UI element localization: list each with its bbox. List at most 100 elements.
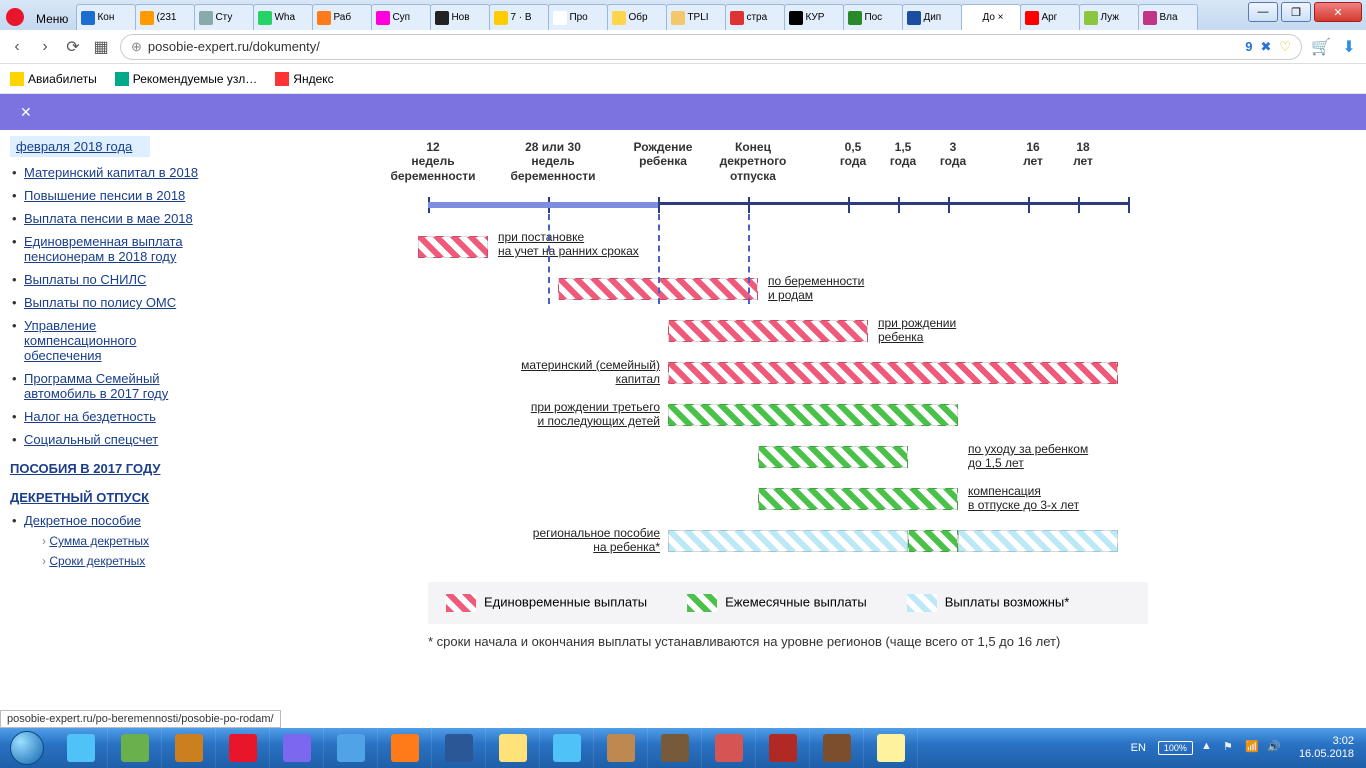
cart-icon[interactable]: 🛒 [1312, 38, 1330, 56]
tab-label: Луж [1100, 12, 1118, 23]
network-icon[interactable]: 📶 [1245, 740, 1261, 756]
sidebar-link[interactable]: Налог на бездетность [24, 409, 156, 424]
sidebar-link[interactable]: Единовременная выплата пенсионерам в 201… [24, 234, 183, 264]
tab-favicon-icon [671, 11, 685, 25]
browser-tab[interactable]: Про [548, 4, 608, 30]
timeline-bar-label[interactable]: компенсацияв отпуске до 3-х лет [968, 484, 1079, 513]
browser-tab[interactable]: До × [961, 4, 1021, 30]
timeline-bar-label[interactable]: по уходу за ребенкомдо 1,5 лет [968, 442, 1088, 471]
browser-tab[interactable]: Нов [430, 4, 490, 30]
taskbar-app-button[interactable] [486, 728, 540, 768]
flag-icon[interactable]: ⚑ [1223, 740, 1239, 756]
shield-icon[interactable]: ✖ [1260, 39, 1271, 55]
browser-tab[interactable]: Арг [1020, 4, 1080, 30]
sidebar-link[interactable]: Выплата пенсии в мае 2018 [24, 211, 193, 226]
tab-label: Wha [274, 12, 295, 23]
taskbar-app-button[interactable] [108, 728, 162, 768]
speed-dial-icon[interactable]: ▦ [92, 38, 110, 56]
browser-tab[interactable]: Пос [843, 4, 903, 30]
timeline-bar [668, 404, 958, 426]
tray-icon[interactable]: ▲ [1201, 740, 1217, 756]
sidebar-link[interactable]: Выплаты по полису ОМС [24, 295, 176, 310]
tab-favicon-icon [907, 11, 921, 25]
sidebar-link[interactable]: Материнский капитал в 2018 [24, 165, 198, 180]
timeline-bar-label[interactable]: региональное пособиена ребенка* [533, 526, 660, 555]
taskbar-app-button[interactable] [162, 728, 216, 768]
bar-row: компенсацияв отпуске до 3-х лет [428, 480, 1148, 522]
battery-indicator[interactable]: 100% [1158, 741, 1193, 755]
taskbar-app-button[interactable] [54, 728, 108, 768]
browser-tab[interactable]: (231 [135, 4, 195, 30]
sidebar-link[interactable]: Управление компенсационного обеспечения [24, 318, 136, 363]
sidebar-link-decret-benefit[interactable]: Декретное пособие [24, 513, 141, 528]
notification-bar: ✕ [0, 94, 1366, 130]
taskbar-app-button[interactable] [378, 728, 432, 768]
language-indicator[interactable]: EN [1127, 740, 1150, 756]
browser-tab[interactable]: Кон [76, 4, 136, 30]
volume-icon[interactable]: 🔊 [1267, 740, 1283, 756]
bookmark-item[interactable]: Яндекс [275, 72, 333, 86]
reload-button[interactable]: ⟳ [64, 38, 82, 56]
clock[interactable]: 3:02 16.05.2018 [1291, 735, 1362, 761]
taskbar-app-button[interactable] [864, 728, 918, 768]
taskbar-app-button[interactable] [594, 728, 648, 768]
browser-tab[interactable]: Суп [371, 4, 431, 30]
minimize-button[interactable]: — [1248, 2, 1278, 22]
browser-tab[interactable]: Дип [902, 4, 962, 30]
tab-favicon-icon [848, 11, 862, 25]
sidebar-sublink[interactable]: Сумма декретных [49, 534, 149, 548]
tab-label: TPLI [687, 12, 708, 23]
bookmark-item[interactable]: Авиабилеты [10, 72, 97, 86]
tab-label: Кон [97, 12, 114, 23]
start-button[interactable] [0, 728, 54, 768]
timeline-bar-label[interactable]: материнский (семейный)капитал [521, 358, 660, 387]
sidebar-top-link[interactable]: февраля 2018 года [16, 139, 132, 154]
taskbar-app-button[interactable] [270, 728, 324, 768]
sidebar-link[interactable]: Социальный спецсчет [24, 432, 158, 447]
browser-tab[interactable]: Wha [253, 4, 313, 30]
tab-label: Раб [333, 12, 351, 23]
sidebar-heading-2017[interactable]: ПОСОБИЯ В 2017 ГОДУ [10, 461, 210, 476]
maximize-button[interactable]: ❐ [1281, 2, 1311, 22]
timeline-bar-label[interactable]: по беременностии родам [768, 274, 864, 303]
tab-label: Вла [1159, 12, 1177, 23]
taskbar-app-button[interactable] [702, 728, 756, 768]
sidebar-sublink[interactable]: Сроки декретных [49, 554, 145, 568]
taskbar-app-button[interactable] [324, 728, 378, 768]
close-notification-button[interactable]: ✕ [20, 104, 32, 121]
timeline-bar [958, 530, 1118, 552]
sidebar-heading-decret[interactable]: ДЕКРЕТНЫЙ ОТПУСК [10, 490, 210, 505]
timeline-bar-label[interactable]: при рождении третьегои последующих детей [531, 400, 660, 429]
address-bar[interactable]: ⊕ posobie-expert.ru/dokumenty/ 9 ✖ ♡ [120, 34, 1302, 60]
taskbar-app-button[interactable] [432, 728, 486, 768]
sidebar-link[interactable]: Повышение пенсии в 2018 [24, 188, 185, 203]
taskbar-app-button[interactable] [648, 728, 702, 768]
browser-tab[interactable]: Сту [194, 4, 254, 30]
close-window-button[interactable]: ✕ [1314, 2, 1362, 22]
browser-tab[interactable]: КУР [784, 4, 844, 30]
timeline-bar-label[interactable]: при рожденииребенка [878, 316, 956, 345]
browser-tab[interactable]: Вла [1138, 4, 1198, 30]
browser-tab[interactable]: 7 · В [489, 4, 549, 30]
taskbar-app-icon [499, 734, 527, 762]
taskbar-app-button[interactable] [540, 728, 594, 768]
back-button[interactable]: ‹ [8, 38, 26, 56]
forward-button[interactable]: › [36, 38, 54, 56]
bookmark-heart-icon[interactable]: ♡ [1279, 39, 1291, 55]
sidebar-link[interactable]: Программа Семейный автомобиль в 2017 год… [24, 371, 168, 401]
taskbar-app-button[interactable] [216, 728, 270, 768]
tab-favicon-icon [258, 11, 272, 25]
taskbar-app-button[interactable] [810, 728, 864, 768]
browser-tab[interactable]: Раб [312, 4, 372, 30]
taskbar-app-button[interactable] [756, 728, 810, 768]
browser-tab[interactable]: TPLI [666, 4, 726, 30]
bookmark-item[interactable]: Рекомендуемые узл… [115, 72, 258, 86]
browser-tab[interactable]: Обр [607, 4, 667, 30]
browser-tab[interactable]: Луж [1079, 4, 1139, 30]
browser-menu-button[interactable]: Меню [28, 8, 76, 30]
download-icon[interactable]: ⬇ [1340, 38, 1358, 56]
timeline-bar-label[interactable]: при постановкена учет на ранних сроках [498, 230, 639, 259]
tab-label: Нов [451, 12, 469, 23]
browser-tab[interactable]: стра [725, 4, 785, 30]
sidebar-link[interactable]: Выплаты по СНИЛС [24, 272, 146, 287]
